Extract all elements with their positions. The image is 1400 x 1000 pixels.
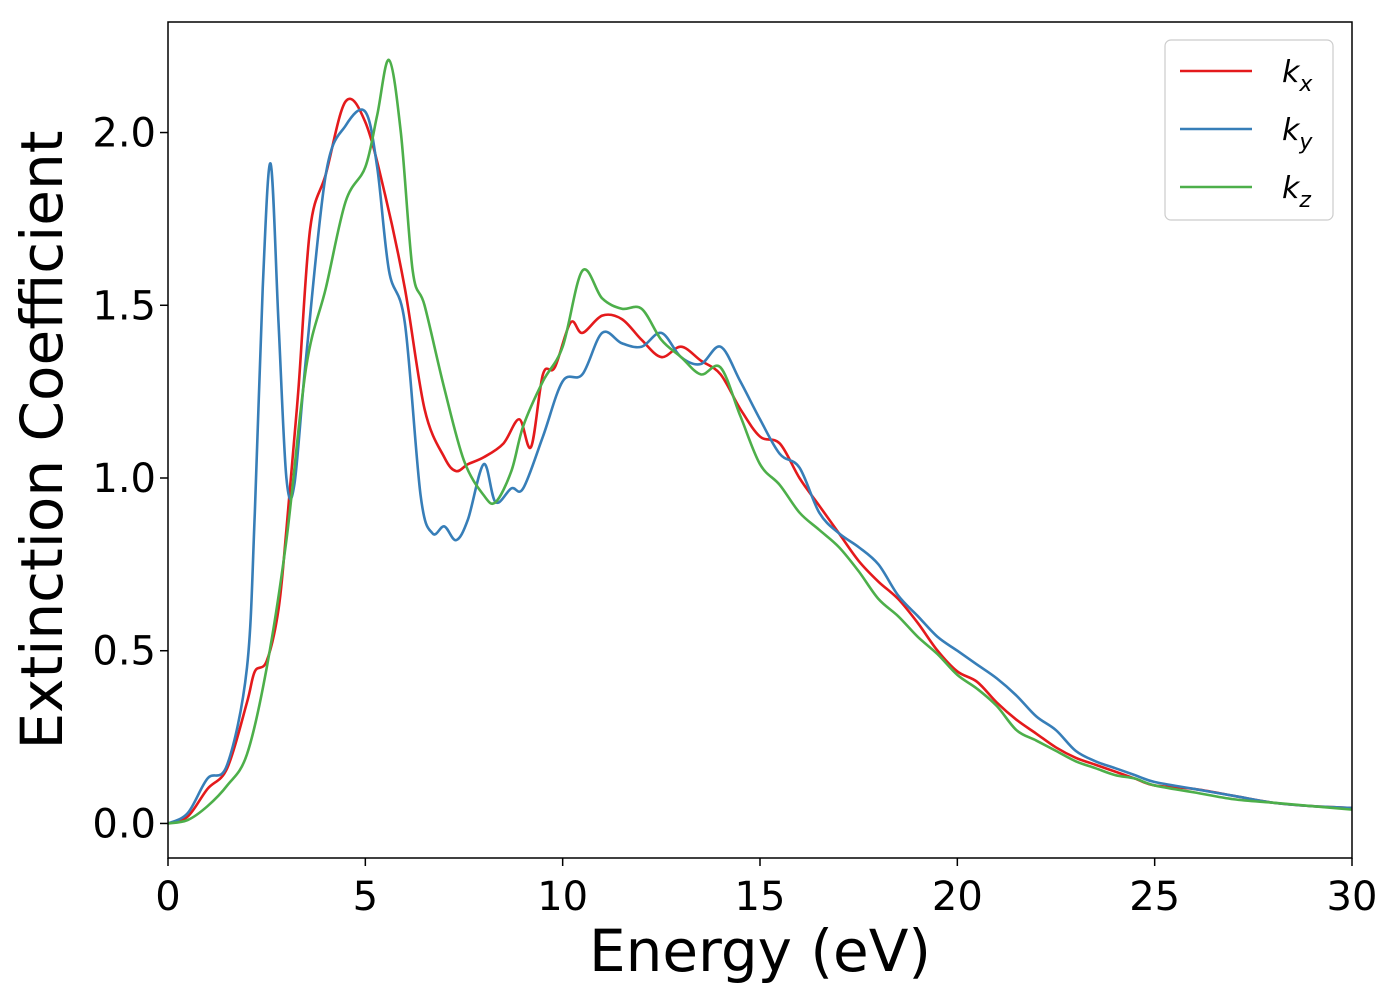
x-tick-label: 30 <box>1327 874 1378 920</box>
x-tick-label: 0 <box>155 874 180 920</box>
series-line-z <box>167 58 1353 825</box>
y-tick-label: 1.5 <box>92 283 156 329</box>
series-line-x <box>167 97 1353 825</box>
y-tick-label: 1.0 <box>92 456 156 502</box>
x-tick-label: 20 <box>932 874 983 920</box>
series-line-y <box>167 108 1353 825</box>
y-tick-label: 2.0 <box>92 111 156 157</box>
x-tick-label: 25 <box>1129 874 1180 920</box>
y-axis-title: Extinction Coefficient <box>8 131 76 750</box>
x-tick-label: 15 <box>735 874 786 920</box>
series-layer <box>167 58 1353 825</box>
x-axis-ticks: 0 5 10 15 20 25 30 <box>155 858 1377 920</box>
y-tick-label: 0.5 <box>92 629 156 675</box>
y-tick-label: 0.0 <box>92 801 156 847</box>
x-tick-label: 10 <box>537 874 588 920</box>
x-axis-title: Energy (eV) <box>589 917 931 985</box>
x-tick-label: 5 <box>353 874 378 920</box>
y-axis-ticks: 0.0 0.5 1.0 1.5 2.0 <box>92 111 168 847</box>
